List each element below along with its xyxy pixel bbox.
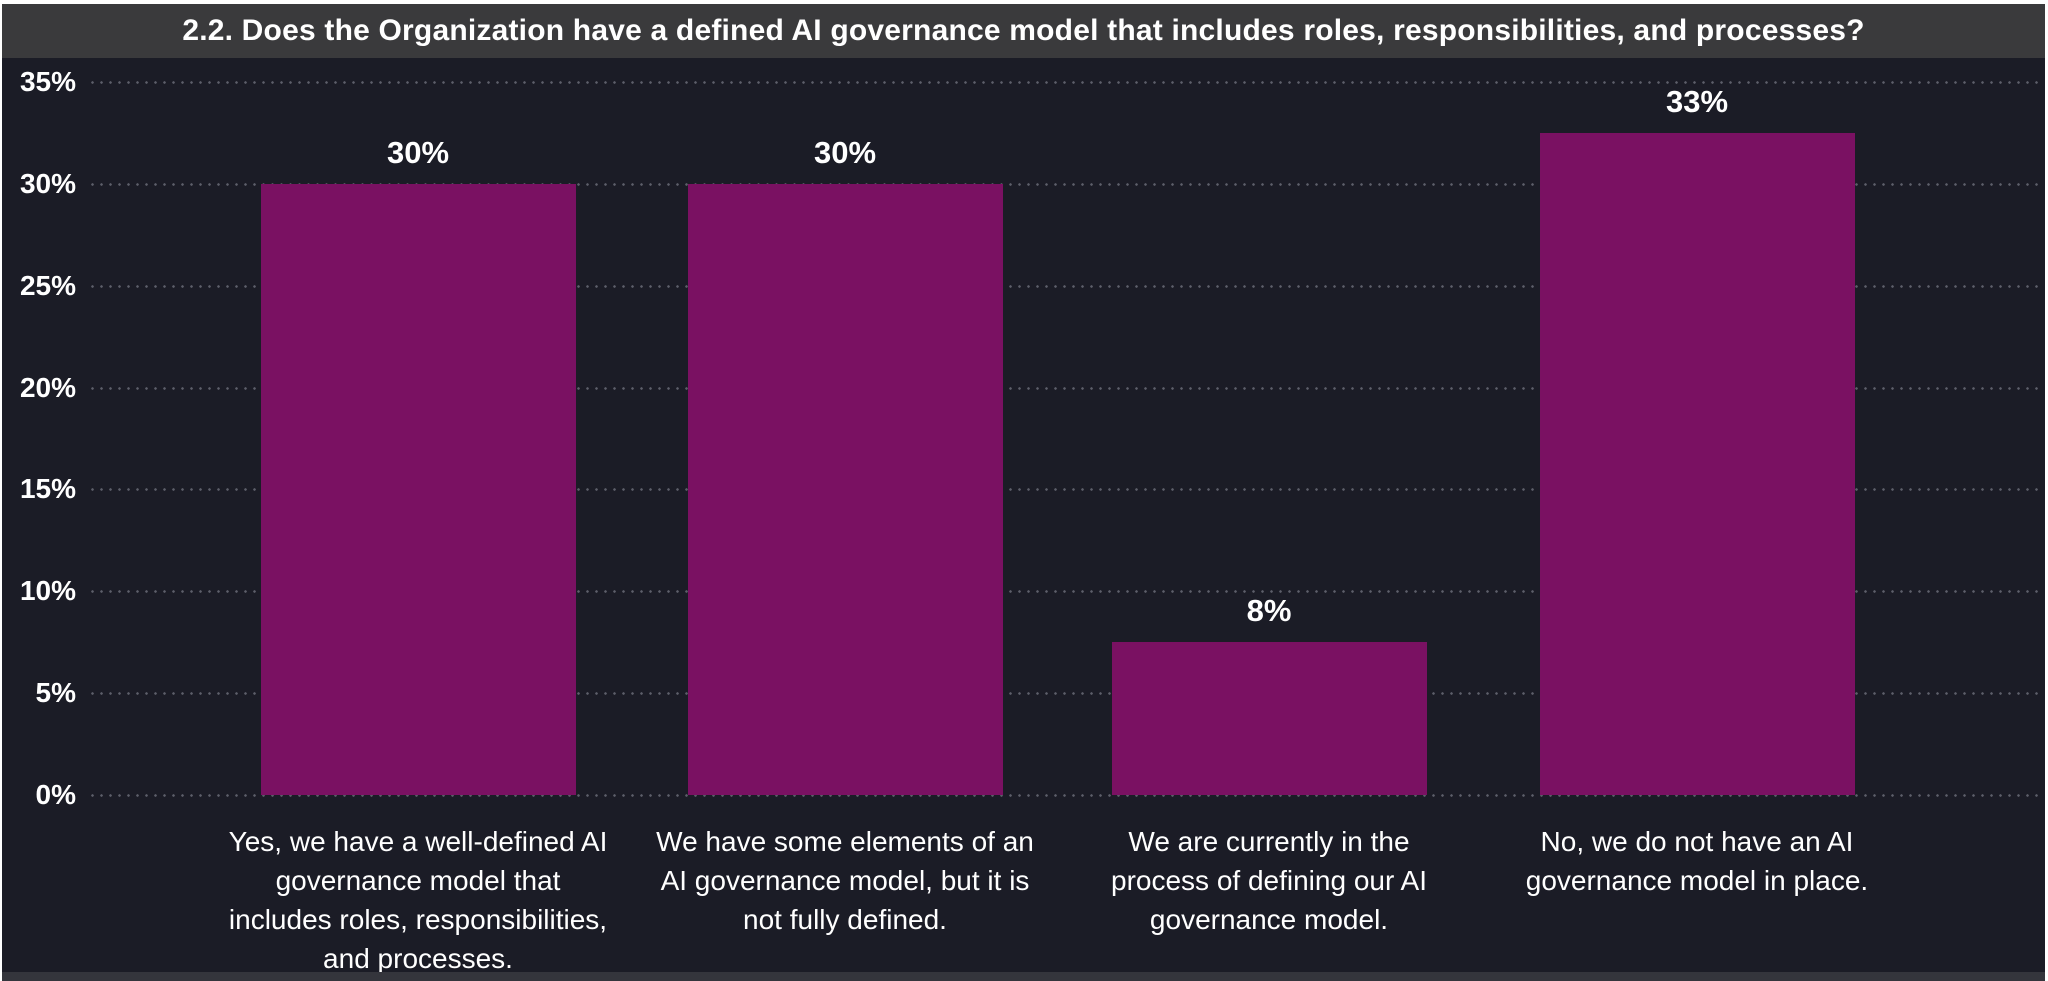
chart-canvas: 2.2. Does the Organization have a define… — [2, 4, 2045, 981]
y-axis-tick-label: 15% — [19, 473, 76, 505]
y-axis-tick-label: 5% — [35, 677, 76, 709]
visual-title-bar: 2.2. Does the Organization have a define… — [2, 4, 2045, 58]
visual-title: 2.2. Does the Organization have a define… — [182, 14, 1865, 47]
gridline-10% — [88, 590, 2043, 594]
y-axis-tick-label: 25% — [19, 269, 76, 301]
bar-category-2[interactable] — [687, 183, 1003, 795]
x-axis-category-label: Yes, we have a well-defined AI governanc… — [228, 826, 608, 974]
gridline-35% — [88, 81, 2043, 84]
plot-area: 0% 5% 10% 15% 20% 25% 30% 35% 30% Yes, we have a … — [2, 4, 2045, 981]
bar-data-label: 30% — [386, 134, 450, 170]
gridline-30% — [88, 182, 2043, 186]
bar-data-label: 30% — [813, 134, 877, 170]
bar-data-label: 33% — [1665, 83, 1729, 119]
gridline-15% — [88, 488, 2043, 492]
x-axis-category-label: We have some elements of an AI governanc… — [656, 826, 1034, 935]
x-axis-category-label: No, we do not have an AI governance mode… — [1525, 826, 1869, 896]
y-axis-tick-label: 35% — [19, 66, 76, 97]
y-axis-tick-label: 0% — [35, 779, 76, 810]
x-axis-category-label: We are currently in the process of defin… — [1111, 826, 1427, 935]
gridline-20% — [88, 386, 2043, 390]
bar-data-label: 8% — [1246, 593, 1292, 629]
bar-category-4[interactable] — [1539, 132, 1855, 795]
y-axis-tick-label: 30% — [19, 167, 76, 199]
gridline-0% — [88, 794, 2043, 797]
y-axis-tick-label: 20% — [19, 371, 76, 403]
bar-category-3[interactable] — [1111, 642, 1427, 795]
gridline-25% — [88, 284, 2043, 288]
bar-category-1[interactable] — [260, 183, 576, 795]
y-axis-tick-label: 10% — [19, 575, 76, 607]
bottom-strip — [2, 972, 2045, 981]
gridline-5% — [88, 692, 2043, 696]
